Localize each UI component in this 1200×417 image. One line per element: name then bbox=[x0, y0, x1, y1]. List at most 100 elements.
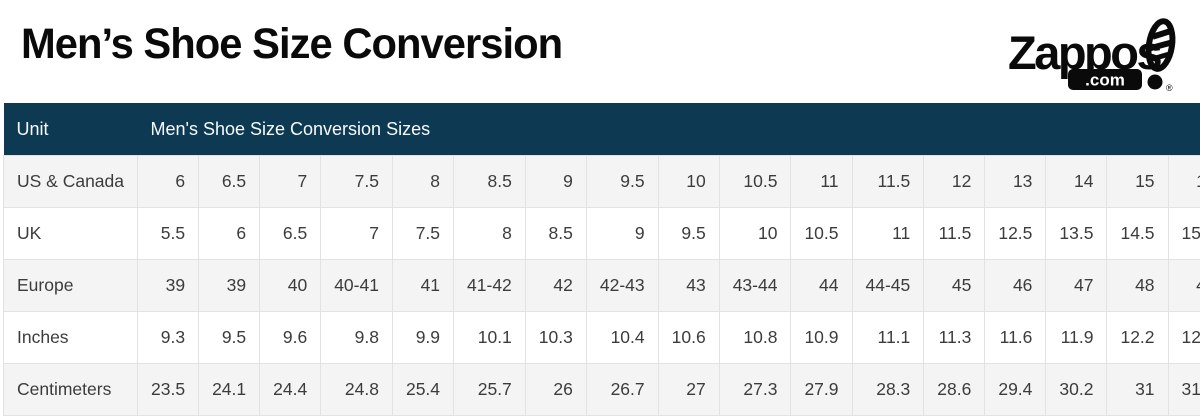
row-label: Centimeters bbox=[2, 363, 139, 416]
size-cell: 10.4 bbox=[585, 311, 659, 364]
size-cell: 43 bbox=[657, 259, 720, 312]
size-cell: 47 bbox=[1045, 259, 1108, 312]
size-cell: 28.3 bbox=[851, 363, 925, 416]
zappos-logo-icon: Zappos .com ® bbox=[1008, 18, 1176, 93]
size-cell: 14.5 bbox=[1106, 207, 1169, 260]
size-cell: 10 bbox=[718, 207, 792, 260]
size-cell: 10.8 bbox=[718, 311, 792, 364]
size-cell: 11.3 bbox=[923, 311, 986, 364]
logo-tld-text: .com bbox=[1085, 71, 1125, 90]
size-cell: 8 bbox=[391, 155, 455, 208]
size-cell: 9.5 bbox=[657, 207, 720, 260]
size-cell: 26.7 bbox=[585, 363, 659, 416]
size-cell: 41-42 bbox=[453, 259, 526, 312]
size-cell: 9 bbox=[524, 155, 587, 208]
size-cell: 15.5 bbox=[1167, 207, 1200, 260]
size-cell: 7.5 bbox=[320, 155, 393, 208]
size-cell: 10.5 bbox=[790, 207, 853, 260]
size-cell: 44 bbox=[790, 259, 853, 312]
size-cell: 6.5 bbox=[259, 207, 322, 260]
size-cell: 24.4 bbox=[259, 363, 322, 416]
size-cell: 14 bbox=[1045, 155, 1108, 208]
size-cell: 49 bbox=[1167, 259, 1200, 312]
size-cell: 5.5 bbox=[137, 207, 200, 260]
size-cell: 7.5 bbox=[391, 207, 455, 260]
size-cell: 10.9 bbox=[790, 311, 853, 364]
size-cell: 7 bbox=[320, 207, 393, 260]
size-cell: 7 bbox=[259, 155, 322, 208]
size-cell: 10.5 bbox=[718, 155, 792, 208]
size-cell: 15 bbox=[1106, 155, 1169, 208]
size-cell: 26 bbox=[524, 363, 587, 416]
size-cell: 25.4 bbox=[391, 363, 455, 416]
size-cell: 13 bbox=[984, 155, 1047, 208]
exclamation-dot bbox=[1147, 74, 1163, 90]
size-cell: 24.8 bbox=[320, 363, 393, 416]
size-cell: 45 bbox=[923, 259, 986, 312]
size-cell: 12.5 bbox=[984, 207, 1047, 260]
row-label: UK bbox=[2, 207, 139, 260]
size-cell: 9 bbox=[585, 207, 659, 260]
size-cell: 8.5 bbox=[524, 207, 587, 260]
row-label: Europe bbox=[2, 259, 139, 312]
size-cell: 11.5 bbox=[923, 207, 986, 260]
size-cell: 8.5 bbox=[453, 155, 526, 208]
size-cell: 6 bbox=[198, 207, 261, 260]
row-label: US & Canada bbox=[2, 155, 139, 208]
unit-header-cell: Unit bbox=[3, 103, 138, 156]
size-cell: 44-45 bbox=[851, 259, 925, 312]
size-cell: 16 bbox=[1167, 155, 1200, 208]
shoe-sole-exclamation-icon bbox=[1145, 18, 1176, 72]
size-cell: 11.6 bbox=[984, 311, 1047, 364]
registered-mark: ® bbox=[1166, 83, 1173, 93]
table-header: Unit Men's Shoe Size Conversion Sizes bbox=[3, 103, 1200, 156]
size-cell: 41 bbox=[391, 259, 455, 312]
table-row: Centimeters 23.5 24.1 24.4 24.8 25.4 25.7 26 26.… bbox=[2, 363, 1200, 416]
size-cell: 9.5 bbox=[585, 155, 659, 208]
size-cell: 12.5 bbox=[1167, 311, 1200, 364]
size-cell: 10.6 bbox=[657, 311, 720, 364]
row-label: Inches bbox=[2, 311, 139, 364]
size-cell: 48 bbox=[1106, 259, 1169, 312]
size-cell: 39 bbox=[137, 259, 200, 312]
size-cell: 12 bbox=[923, 155, 986, 208]
size-cell: 11 bbox=[851, 207, 925, 260]
size-cell: 9.6 bbox=[259, 311, 322, 364]
size-cell: 42-43 bbox=[585, 259, 659, 312]
size-cell: 40 bbox=[259, 259, 322, 312]
size-cell: 10.1 bbox=[453, 311, 526, 364]
size-cell: 43-44 bbox=[718, 259, 792, 312]
dotcom-badge bbox=[1068, 69, 1142, 90]
size-cell: 27.3 bbox=[718, 363, 792, 416]
size-cell: 10.3 bbox=[524, 311, 587, 364]
size-cell: 28.6 bbox=[923, 363, 986, 416]
table-row: US & Canada 6 6.5 7 7.5 8 8.5 9 9.5 10 10.5 11 11.5 1… bbox=[2, 155, 1200, 208]
size-cell: 8 bbox=[453, 207, 526, 260]
table-row: Europe 39 39 40 40-41 41 41-42 42 42-43 43 43-44 44… bbox=[2, 259, 1200, 312]
size-cell: 13.5 bbox=[1045, 207, 1108, 260]
size-cell: 11 bbox=[790, 155, 853, 208]
size-cell: 9.3 bbox=[137, 311, 200, 364]
size-cell: 31 bbox=[1106, 363, 1169, 416]
size-cell: 9.8 bbox=[320, 311, 393, 364]
size-cell: 29.4 bbox=[984, 363, 1047, 416]
size-cell: 27 bbox=[657, 363, 720, 416]
size-cell: 11.1 bbox=[851, 311, 925, 364]
conversion-table-wrap: Unit Men's Shoe Size Conversion Sizes US… bbox=[2, 103, 1200, 417]
table-row: UK 5.5 6 6.5 7 7.5 8 8.5 9 9.5 10 10.5 11 11.5 12.5 13.… bbox=[2, 207, 1200, 260]
size-cell: 11.9 bbox=[1045, 311, 1108, 364]
size-cell: 23.5 bbox=[137, 363, 200, 416]
size-cell: 24.1 bbox=[198, 363, 261, 416]
table-row: Inches 9.3 9.5 9.6 9.8 9.9 10.1 10.3 10.4 10.6 10.… bbox=[2, 311, 1200, 364]
size-cell: 25.7 bbox=[453, 363, 526, 416]
size-cell: 46 bbox=[984, 259, 1047, 312]
size-cell: 6 bbox=[137, 155, 200, 208]
size-cell: 6.5 bbox=[198, 155, 261, 208]
zappos-logo: Zappos .com ® bbox=[1008, 12, 1188, 99]
size-cell: 27.9 bbox=[790, 363, 853, 416]
size-conversion-table: Unit Men's Shoe Size Conversion Sizes US… bbox=[2, 103, 1200, 416]
size-cell: 10 bbox=[657, 155, 720, 208]
size-table-body: US & Canada 6 6.5 7 7.5 8 8.5 9 9.5 10 10.5 11 11.5 1… bbox=[2, 155, 1200, 416]
page-title: Men’s Shoe Size Conversion bbox=[21, 20, 563, 68]
size-cell: 40-41 bbox=[320, 259, 393, 312]
